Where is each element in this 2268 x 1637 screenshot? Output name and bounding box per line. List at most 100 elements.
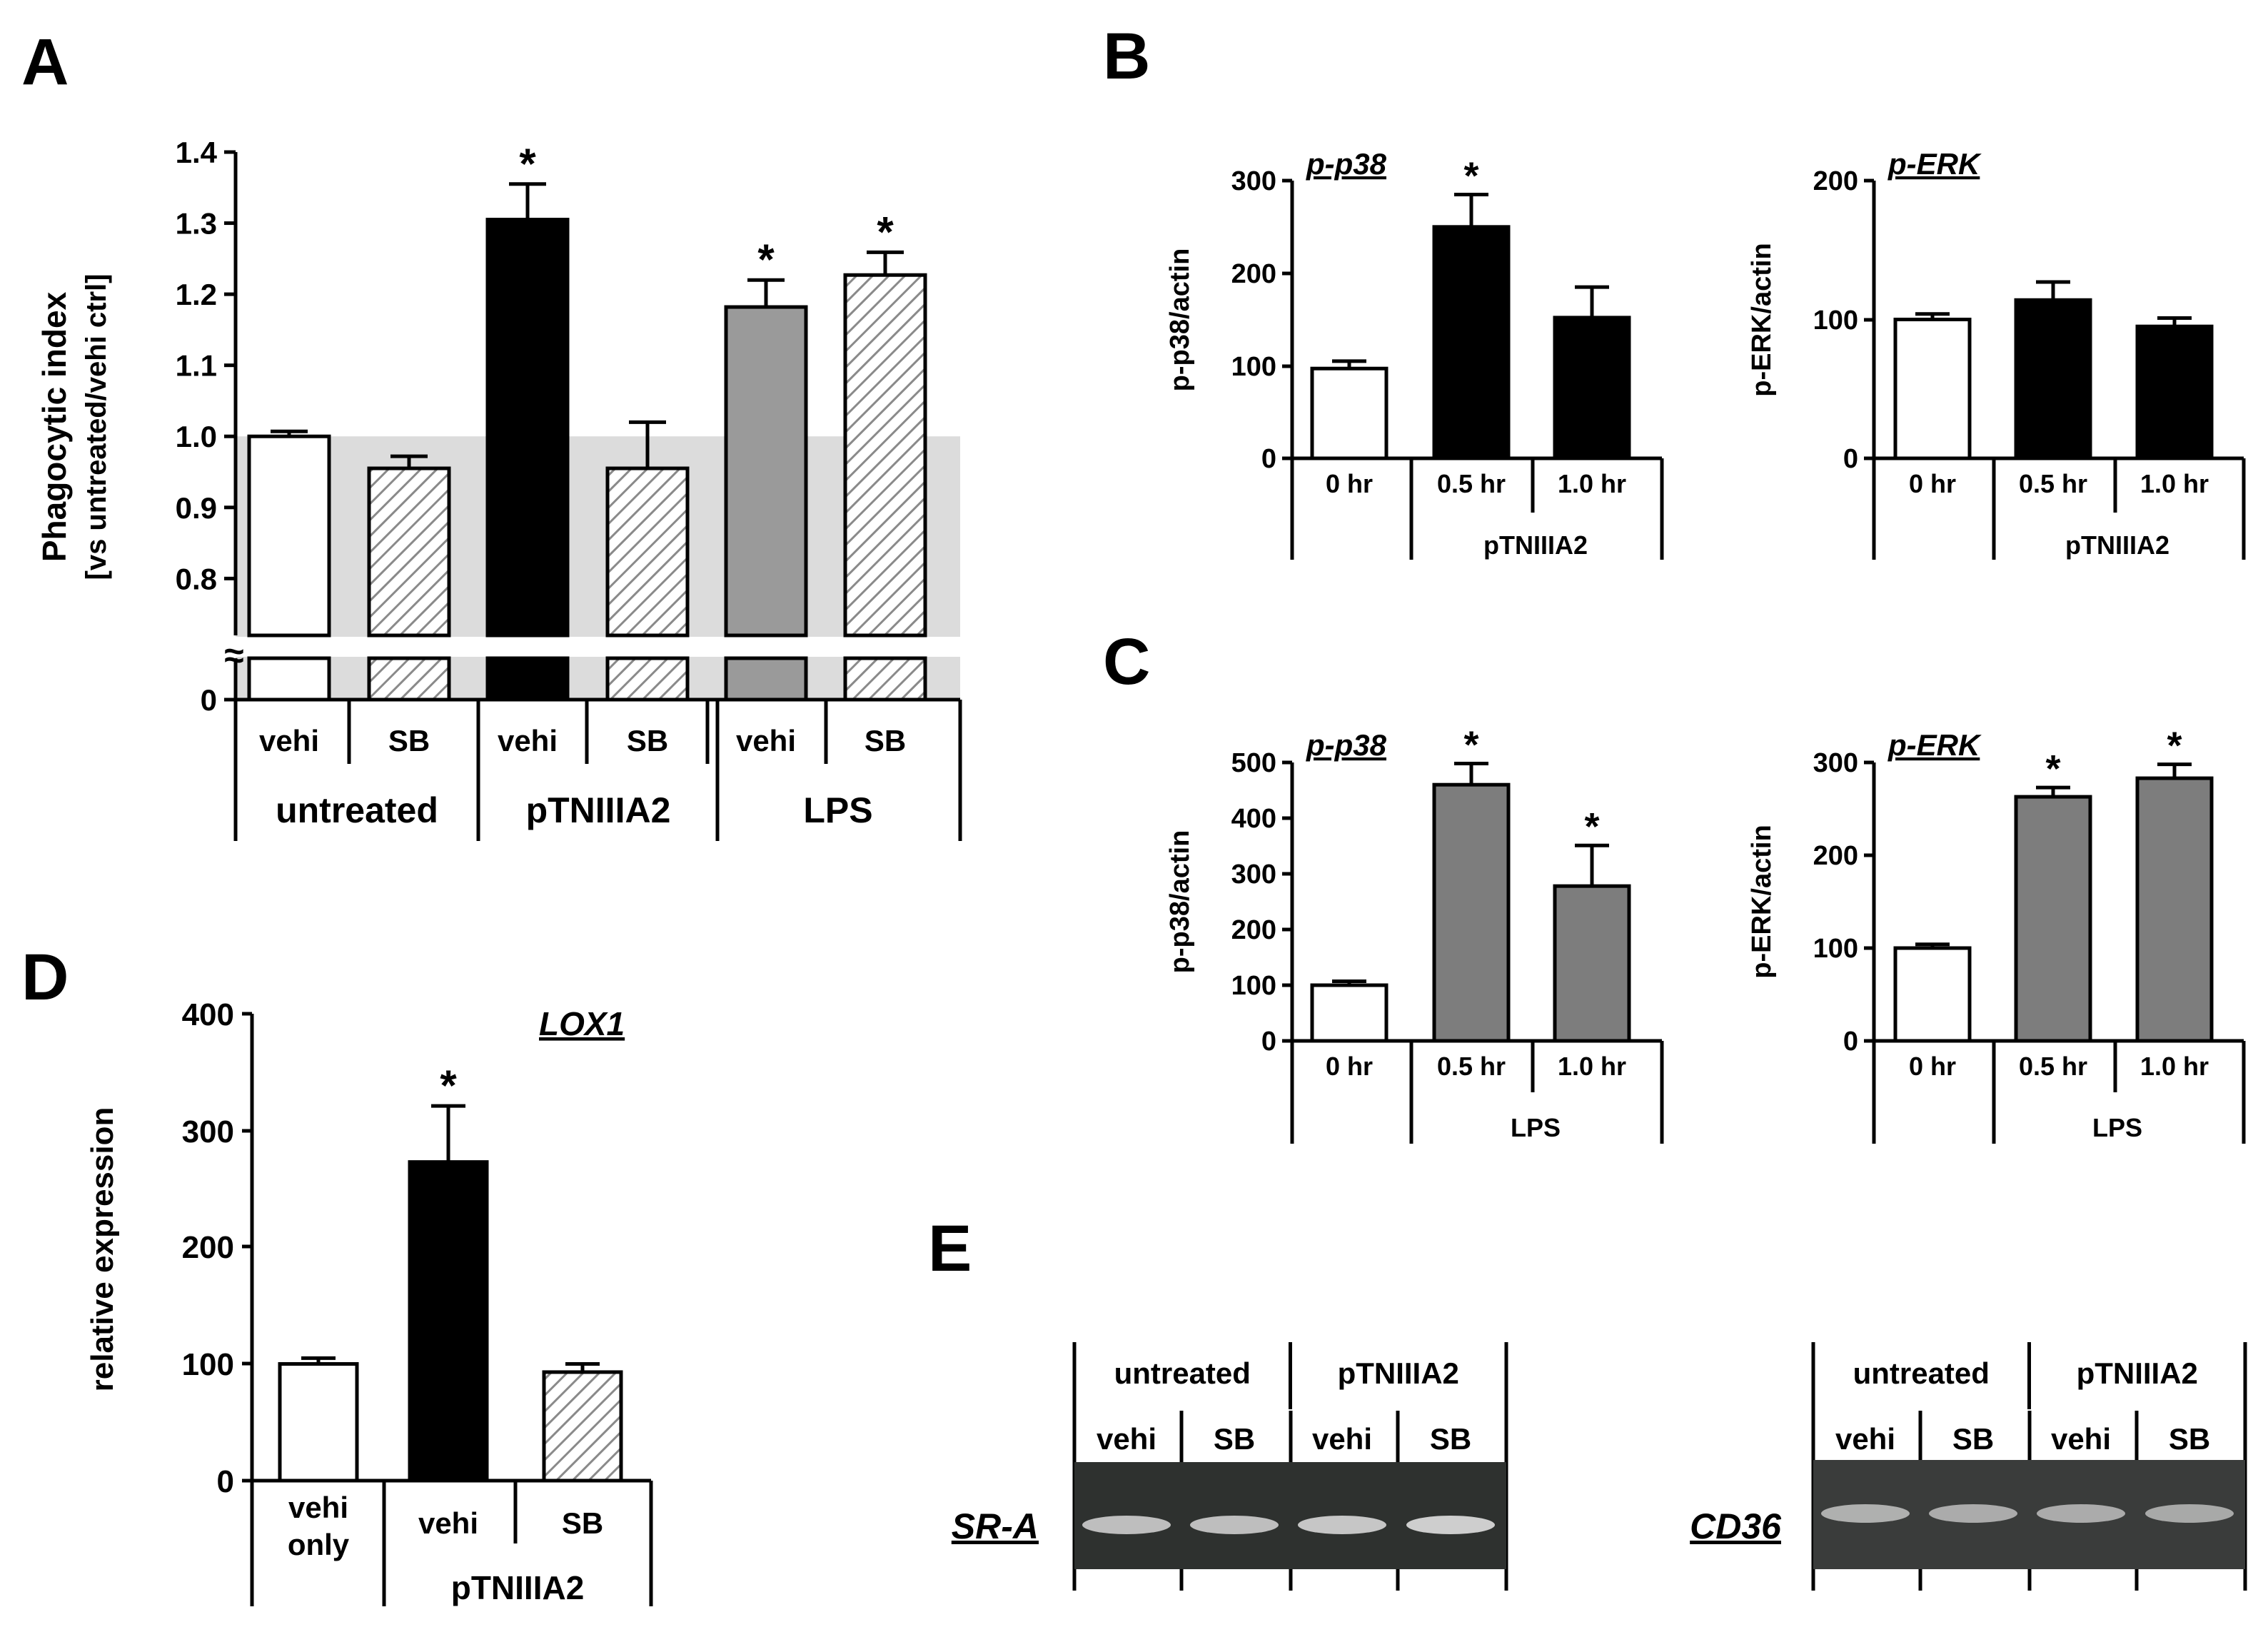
bar-upper xyxy=(485,218,570,638)
y-tick-label: 0 xyxy=(1843,1027,1858,1057)
gel-lane-label: SB xyxy=(2169,1422,2210,1456)
category-label: vehi xyxy=(736,724,796,757)
y-tick-label: 1.4 xyxy=(176,136,218,169)
bar xyxy=(278,1362,359,1483)
bar xyxy=(1432,225,1511,460)
category-label: SB xyxy=(627,724,668,757)
bar xyxy=(1432,782,1511,1043)
chart-title: p-ERK xyxy=(1888,147,1982,181)
bar-lower xyxy=(605,656,690,702)
significance-star: * xyxy=(2045,747,2060,790)
gel-band xyxy=(1082,1516,1171,1534)
group-label: LPS xyxy=(2092,1113,2142,1142)
y-tick-label: 500 xyxy=(1231,748,1276,778)
y-tick-label: 0.8 xyxy=(176,562,217,595)
bar xyxy=(2014,298,2092,460)
bar-upper xyxy=(247,434,331,638)
chart-title: p-p38 xyxy=(1306,147,1387,181)
chart-d-lox1: 400 300 200 100 0 relative expression LOX1 vehi… xyxy=(85,997,653,1606)
bar xyxy=(1893,946,1972,1043)
gel-lane-label: vehi xyxy=(1835,1422,1895,1456)
gel-band xyxy=(1190,1516,1279,1534)
gel-lane-label: SB xyxy=(1952,1422,1994,1456)
y-tick-label: 300 xyxy=(1231,166,1276,196)
y-tick-label: 100 xyxy=(1813,306,1858,336)
group-label: pTNIIIA2 xyxy=(2065,530,2169,560)
category-label: SB xyxy=(388,724,430,757)
gel-band xyxy=(2037,1504,2125,1523)
category-label: vehi xyxy=(418,1506,478,1540)
group-label: pTNIIIA2 xyxy=(451,1569,585,1606)
significance-star: * xyxy=(1463,154,1478,197)
significance-star: * xyxy=(877,208,894,256)
category-label: 1.0 hr xyxy=(1558,1052,1626,1081)
gel-band xyxy=(1821,1504,1910,1523)
y-tick-label: 0 xyxy=(217,1464,234,1499)
bar xyxy=(408,1160,489,1483)
significance-star: * xyxy=(1584,805,1599,848)
gel-lane-label: vehi xyxy=(2051,1422,2111,1456)
y-axis-label: p-p38/actin xyxy=(1165,830,1195,974)
y-tick-label: 0 xyxy=(1261,444,1276,474)
gel-lane-label: SB xyxy=(1214,1422,1255,1456)
gel-band xyxy=(1406,1516,1495,1534)
y-tick-label: 100 xyxy=(182,1347,234,1382)
y-axis-label: p-ERK/actin xyxy=(1747,825,1777,978)
panel-label-d: D xyxy=(21,941,69,1014)
y-tick-label: 300 xyxy=(182,1114,234,1149)
category-label: 0.5 hr xyxy=(2019,469,2087,498)
gel-group-label: pTNIIIA2 xyxy=(1338,1356,1459,1390)
group-label: pTNIIIA2 xyxy=(1483,530,1588,560)
y-tick-label: 300 xyxy=(1813,748,1858,778)
bar xyxy=(542,1370,623,1483)
significance-star: * xyxy=(757,236,775,283)
y-tick-label: 300 xyxy=(1231,860,1276,890)
y-tick-label: 0 xyxy=(1843,444,1858,474)
y-tick-label: 100 xyxy=(1231,352,1276,382)
significance-star: * xyxy=(1463,724,1478,767)
category-label: 1.0 hr xyxy=(2140,1052,2209,1081)
significance-star: * xyxy=(519,140,536,188)
bar-upper xyxy=(367,466,451,638)
category-label: SB xyxy=(865,724,906,757)
chart-c-p-p38: 500 400 300 200 100 0 p-p38/actin p-p38 0 hr * 0.5… xyxy=(1165,724,1664,1144)
y-tick-label: 1.0 xyxy=(176,420,217,453)
y-axis-label: p-ERK/actin xyxy=(1747,243,1777,396)
category-label: 1.0 hr xyxy=(2140,469,2209,498)
gel-lane-label: vehi xyxy=(1312,1422,1372,1456)
y-axis-label: Phagocytic index xyxy=(36,291,73,562)
axis-break-gap xyxy=(228,637,967,657)
y-axis-sublabel: [vs untreated/vehi ctrl] xyxy=(81,273,112,580)
category-label: 0 hr xyxy=(1326,1052,1373,1081)
y-tick-label: 100 xyxy=(1813,934,1858,964)
bar-lower xyxy=(843,656,927,702)
gel-band xyxy=(1298,1516,1386,1534)
panel-label-e: E xyxy=(928,1212,972,1285)
bar xyxy=(2014,795,2092,1043)
chart-b-p-erk: 200 100 0 p-ERK/actin p-ERK 0 hr 0.5 hr 1.0 hr p… xyxy=(1747,147,2246,560)
bar xyxy=(1553,884,1631,1043)
chart-title: p-ERK xyxy=(1888,728,1982,762)
axis-break-symbol: ≈ xyxy=(224,635,243,675)
gel-gene-label: CD36 xyxy=(1690,1506,1782,1546)
y-tick-label: 1.2 xyxy=(176,278,217,311)
y-tick-label: 1.1 xyxy=(176,349,217,383)
significance-star: * xyxy=(440,1062,457,1109)
bar-lower xyxy=(724,656,808,702)
bar-upper xyxy=(843,273,927,638)
y-tick-label: 1.3 xyxy=(176,207,217,241)
y-tick-label: 400 xyxy=(1231,804,1276,834)
y-axis-label: relative expression xyxy=(85,1107,120,1392)
y-tick-label: 0 xyxy=(201,683,217,717)
chart-title: LOX1 xyxy=(539,1005,625,1042)
bar-lower xyxy=(485,656,570,702)
category-label: 0 hr xyxy=(1909,1052,1956,1081)
bar xyxy=(2135,324,2214,460)
y-tick-label: 200 xyxy=(182,1230,234,1265)
category-label: SB xyxy=(562,1506,603,1540)
category-label: vehi xyxy=(498,724,558,757)
bar xyxy=(1893,318,1972,460)
panel-label-b: B xyxy=(1103,20,1150,93)
category-label: 0.5 hr xyxy=(1437,469,1506,498)
bar xyxy=(1310,366,1388,460)
